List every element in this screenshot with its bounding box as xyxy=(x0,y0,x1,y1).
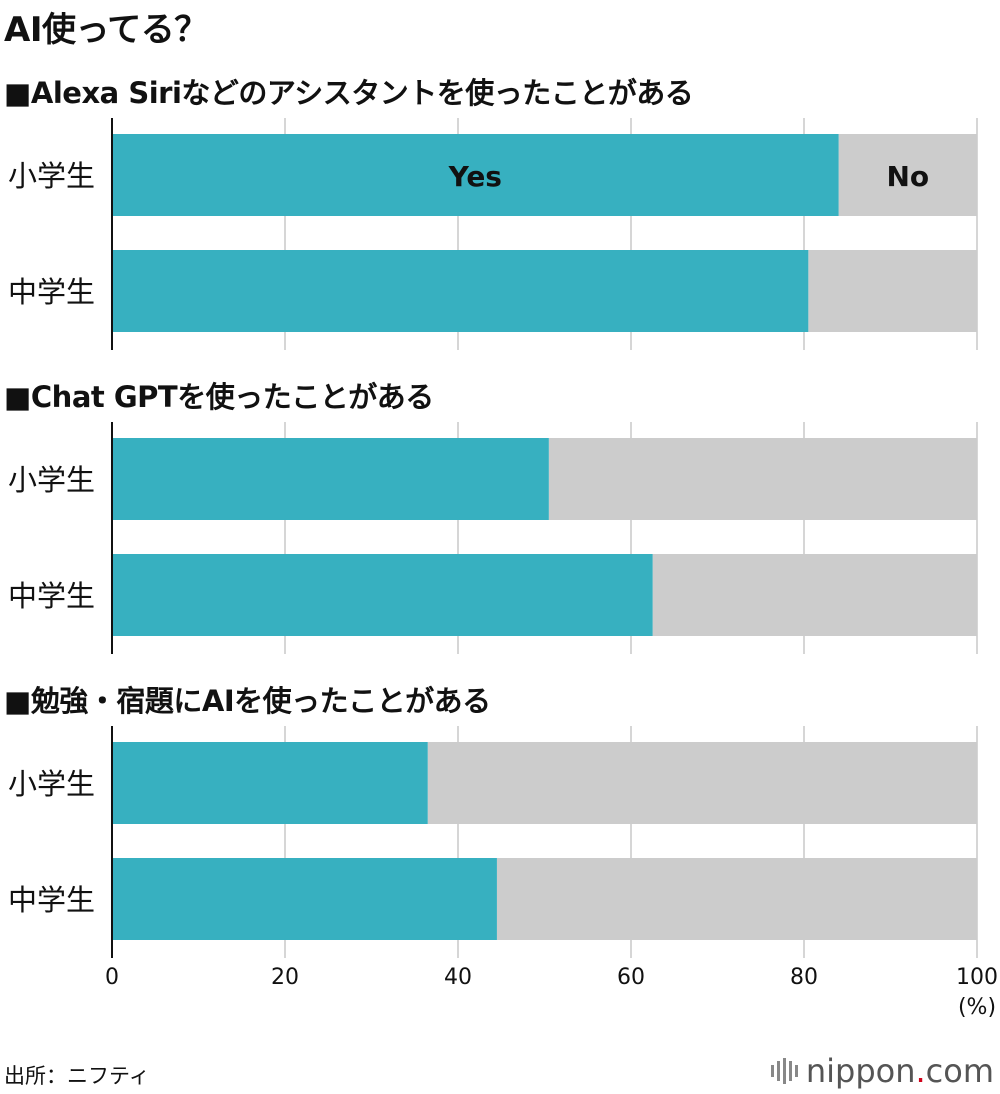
category-label: 中学生 xyxy=(8,579,95,613)
bar-yes xyxy=(112,858,497,940)
nippon-logo: nippon. com xyxy=(770,1052,994,1090)
bar-no xyxy=(427,742,978,824)
category-label: 小学生 xyxy=(8,159,95,193)
bar-yes xyxy=(112,742,428,824)
category-label: 中学生 xyxy=(8,883,95,917)
category-label: 中学生 xyxy=(8,275,95,309)
source-note: 出所：ニフティ xyxy=(4,1064,150,1088)
category-label: 小学生 xyxy=(8,463,95,497)
logo-bars-icon xyxy=(770,1058,798,1084)
section-title-3: ■勉強・宿題にAIを使ったことがある xyxy=(4,684,491,718)
bar-no xyxy=(838,134,977,216)
x-tick-label: 80 xyxy=(790,965,818,990)
logo-name: nippon xyxy=(805,1052,916,1090)
legend-no-label: No xyxy=(886,160,929,193)
bar-yes xyxy=(112,554,653,636)
chart-title: AI使ってる？ xyxy=(4,10,208,50)
x-tick-label: 20 xyxy=(271,965,299,990)
bar-yes xyxy=(112,134,839,216)
section-title-2: ■Chat GPTを使ったことがある xyxy=(4,380,434,414)
bar-no xyxy=(496,858,977,940)
logo-domain: com xyxy=(925,1052,994,1090)
bar-yes xyxy=(112,438,549,520)
x-unit-label: (%) xyxy=(958,995,996,1020)
section-title-1: ■Alexa Siriなどのアシスタントを使ったことがある xyxy=(4,76,694,110)
x-tick-label: 100 xyxy=(956,965,998,990)
category-label: 小学生 xyxy=(8,767,95,801)
x-tick-label: 0 xyxy=(105,965,119,990)
bar-no xyxy=(652,554,977,636)
legend-yes-label: Yes xyxy=(448,160,502,193)
bar-no xyxy=(548,438,977,520)
x-tick-label: 40 xyxy=(444,965,472,990)
logo-dot: . xyxy=(915,1052,926,1090)
x-tick-label: 60 xyxy=(617,965,645,990)
bar-no xyxy=(808,250,977,332)
bar-yes xyxy=(112,250,809,332)
